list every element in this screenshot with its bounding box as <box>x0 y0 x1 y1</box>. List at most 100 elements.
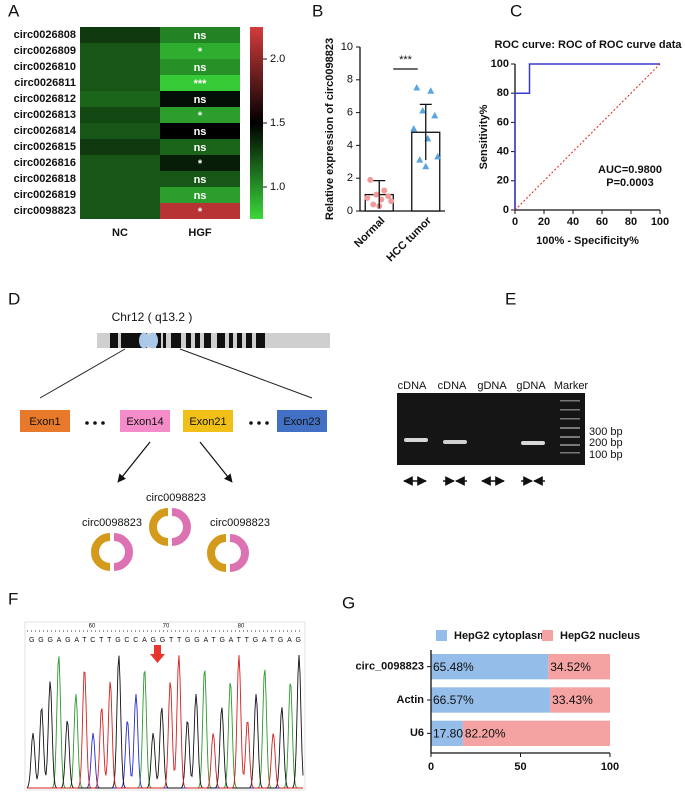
row-label: circ0026811 <box>14 77 76 89</box>
x-tick-label: 0 <box>512 216 518 228</box>
bar-segment <box>431 654 549 680</box>
legend-label: HepG2 cytoplasm <box>454 630 547 642</box>
heatmap-cell <box>160 43 240 59</box>
ladder-label: 100 bp <box>589 449 623 461</box>
y-tick-label: 0 <box>347 205 353 217</box>
row-label: circ0026810 <box>14 61 76 73</box>
chromosome-bands <box>110 333 265 348</box>
heatmap-cell <box>160 27 240 43</box>
value-label: 34.52% <box>550 660 591 674</box>
cell-annotation: ns <box>194 94 207 106</box>
cell-annotation: * <box>198 46 203 58</box>
heatmap-cell <box>80 43 160 59</box>
data-point <box>427 87 435 94</box>
lane-label: gDNA <box>516 380 546 392</box>
x-tick-label: 20 <box>538 216 550 228</box>
position-label: 80 <box>238 624 245 630</box>
band <box>195 333 200 348</box>
data-point <box>419 106 427 114</box>
ring-arc <box>149 508 169 546</box>
ladder-label: 200 bp <box>589 437 623 449</box>
data-point <box>367 176 374 183</box>
y-tick-label: 40 <box>497 146 509 158</box>
cell-annotation: * <box>198 206 203 218</box>
sequence: GGGAGATCTTGCCAGGTTGGATGATTGATGAG <box>29 637 301 644</box>
band <box>246 333 252 348</box>
circ-rings <box>91 508 249 572</box>
exon-box <box>183 410 233 432</box>
x-tick-label: 50 <box>514 761 526 773</box>
heatmap-cell <box>80 155 160 171</box>
zoom-line <box>179 348 313 399</box>
cell-annotation: *** <box>194 78 208 90</box>
position-label: 60 <box>89 624 96 630</box>
exon-box <box>20 410 70 432</box>
heatmap-cell <box>160 203 240 219</box>
chromosome-label: Chr12 ( q13.2 ) <box>112 310 193 324</box>
legend-swatch <box>436 630 447 641</box>
heatmap-cell <box>80 59 160 75</box>
x-tick-label: Normal <box>352 215 387 250</box>
heatmap-cell <box>80 27 160 43</box>
x-tick-label: 100 <box>651 216 669 228</box>
colorbar-tick-label: 1.5 <box>270 117 285 129</box>
exon-label: Exon14 <box>126 416 163 428</box>
gel-band <box>404 438 428 442</box>
centromere <box>139 332 149 349</box>
panel-letter: A <box>8 1 20 20</box>
heatmap-cell <box>80 75 160 91</box>
y-tick-label: 0 <box>503 204 509 216</box>
heatmap-cell <box>160 139 240 155</box>
column-label: HGF <box>188 227 212 239</box>
ring-arc <box>91 533 111 571</box>
circ-label: circ0098823 <box>210 517 270 529</box>
y-tick-label: 10 <box>341 41 353 53</box>
chart-title: ROC curve: ROC of ROC curve data <box>494 39 682 51</box>
heatmap-cell <box>160 107 240 123</box>
zoom-line <box>39 348 126 399</box>
trace-line <box>26 654 304 789</box>
arrow <box>117 441 151 483</box>
gel-band <box>443 440 467 444</box>
y-tick-label: Actin <box>397 694 425 706</box>
panel-letter: D <box>8 289 20 308</box>
row-label: circ0026814 <box>14 125 77 137</box>
y-tick-label: 60 <box>497 116 509 128</box>
x-tick-label: 0 <box>428 761 434 773</box>
exon-label: Exon1 <box>29 416 60 428</box>
band <box>237 333 242 348</box>
cell-annotation: ns <box>194 174 207 186</box>
band <box>229 333 233 348</box>
y-tick-label: circ_0098823 <box>355 661 424 673</box>
colorbar-tick-label: 2.0 <box>270 53 285 65</box>
heatmap-cell <box>160 123 240 139</box>
chromatogram-frame <box>24 621 306 791</box>
data-point <box>431 111 439 119</box>
y-tick-label: 4 <box>347 139 353 151</box>
heatmap-cell <box>80 91 160 107</box>
significance-label: *** <box>399 54 413 66</box>
trace <box>26 654 304 789</box>
panel-letter: C <box>510 1 522 20</box>
x-tick-label: 40 <box>567 216 579 228</box>
y-axis-title: Sensitivity% <box>478 104 490 169</box>
cell-annotation: * <box>198 110 203 122</box>
ring-arc <box>171 508 191 546</box>
y-tick-label: 80 <box>497 87 509 99</box>
circ-label: circ0098823 <box>82 517 142 529</box>
panel-letter: E <box>505 289 516 308</box>
band <box>217 333 225 348</box>
data-point <box>422 162 430 170</box>
annotation: AUC=0.9800 <box>598 164 662 176</box>
band <box>186 333 191 348</box>
data-point <box>388 198 395 205</box>
y-tick-label: 6 <box>347 107 353 119</box>
cell-annotation: * <box>198 158 203 170</box>
y-axis-title: Relative expression of circ0098823 <box>324 38 336 220</box>
colorbar <box>250 27 263 219</box>
x-axis-title: 100% - Specificity% <box>536 235 639 247</box>
heatmap-cell <box>160 75 240 91</box>
lane-label: cDNA <box>398 380 427 392</box>
ring-arc <box>207 534 227 572</box>
row-label: circ0026815 <box>14 141 76 153</box>
